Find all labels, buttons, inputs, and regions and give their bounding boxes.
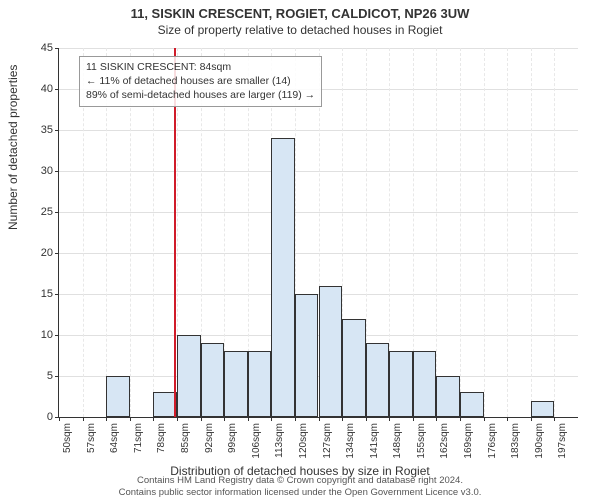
chart-title: 11, SISKIN CRESCENT, ROGIET, CALDICOT, N…	[0, 0, 600, 21]
x-tick-label: 92sqm	[204, 423, 215, 453]
y-tick-label: 45	[29, 42, 53, 54]
histogram-bar	[106, 376, 130, 417]
y-tick-label: 35	[29, 124, 53, 136]
histogram-bar	[436, 376, 460, 417]
x-tick-label: 190sqm	[534, 423, 545, 459]
y-tick-label: 15	[29, 288, 53, 300]
x-tick-label: 71sqm	[133, 423, 144, 453]
x-tick-label: 183sqm	[510, 423, 521, 459]
y-tick-label: 20	[29, 247, 53, 259]
histogram-bar	[295, 294, 319, 417]
annotation-line1: 11 SISKIN CRESCENT: 84sqm	[86, 60, 315, 74]
x-tick-label: 64sqm	[109, 423, 120, 453]
histogram-bar	[177, 335, 201, 417]
histogram-bar	[389, 351, 413, 417]
footer-line1: Contains HM Land Registry data © Crown c…	[0, 475, 600, 486]
y-tick-label: 0	[29, 411, 53, 423]
x-tick-label: 50sqm	[62, 423, 73, 453]
histogram-bar	[366, 343, 390, 417]
annotation-box: 11 SISKIN CRESCENT: 84sqm ← 11% of detac…	[79, 56, 322, 107]
x-tick-label: 99sqm	[227, 423, 238, 453]
x-tick-label: 85sqm	[180, 423, 191, 453]
histogram-bar	[224, 351, 248, 417]
x-tick-label: 134sqm	[345, 423, 356, 459]
histogram-bar	[413, 351, 437, 417]
x-tick-label: 78sqm	[156, 423, 167, 453]
x-tick-label: 169sqm	[463, 423, 474, 459]
y-tick-label: 5	[29, 370, 53, 382]
histogram-bar	[248, 351, 272, 417]
plot-area: 11 SISKIN CRESCENT: 84sqm ← 11% of detac…	[58, 48, 578, 418]
histogram-bar	[342, 319, 366, 417]
x-tick-label: 120sqm	[298, 423, 309, 459]
y-tick-label: 40	[29, 83, 53, 95]
histogram-bar	[271, 138, 295, 417]
x-tick-label: 141sqm	[369, 423, 380, 459]
x-tick-label: 57sqm	[86, 423, 97, 453]
footer-line2: Contains public sector information licen…	[0, 487, 600, 498]
x-tick-label: 162sqm	[439, 423, 450, 459]
annotation-line3: 89% of semi-detached houses are larger (…	[86, 88, 315, 102]
x-tick-label: 197sqm	[557, 423, 568, 459]
annotation-line2: ← 11% of detached houses are smaller (14…	[86, 74, 315, 88]
y-tick-label: 25	[29, 206, 53, 218]
y-axis-label: Number of detached properties	[6, 65, 20, 230]
y-tick-label: 10	[29, 329, 53, 341]
histogram-bar	[201, 343, 225, 417]
x-tick-label: 106sqm	[251, 423, 262, 459]
chart-subtitle: Size of property relative to detached ho…	[0, 23, 600, 37]
x-tick-label: 155sqm	[416, 423, 427, 459]
x-tick-label: 127sqm	[322, 423, 333, 459]
x-tick-label: 176sqm	[487, 423, 498, 459]
histogram-bar	[460, 392, 484, 417]
histogram-bar	[531, 401, 555, 417]
x-tick-label: 113sqm	[274, 423, 285, 458]
x-tick-label: 148sqm	[392, 423, 403, 459]
histogram-bar	[319, 286, 343, 417]
y-tick-label: 30	[29, 165, 53, 177]
footer-attribution: Contains HM Land Registry data © Crown c…	[0, 475, 600, 498]
